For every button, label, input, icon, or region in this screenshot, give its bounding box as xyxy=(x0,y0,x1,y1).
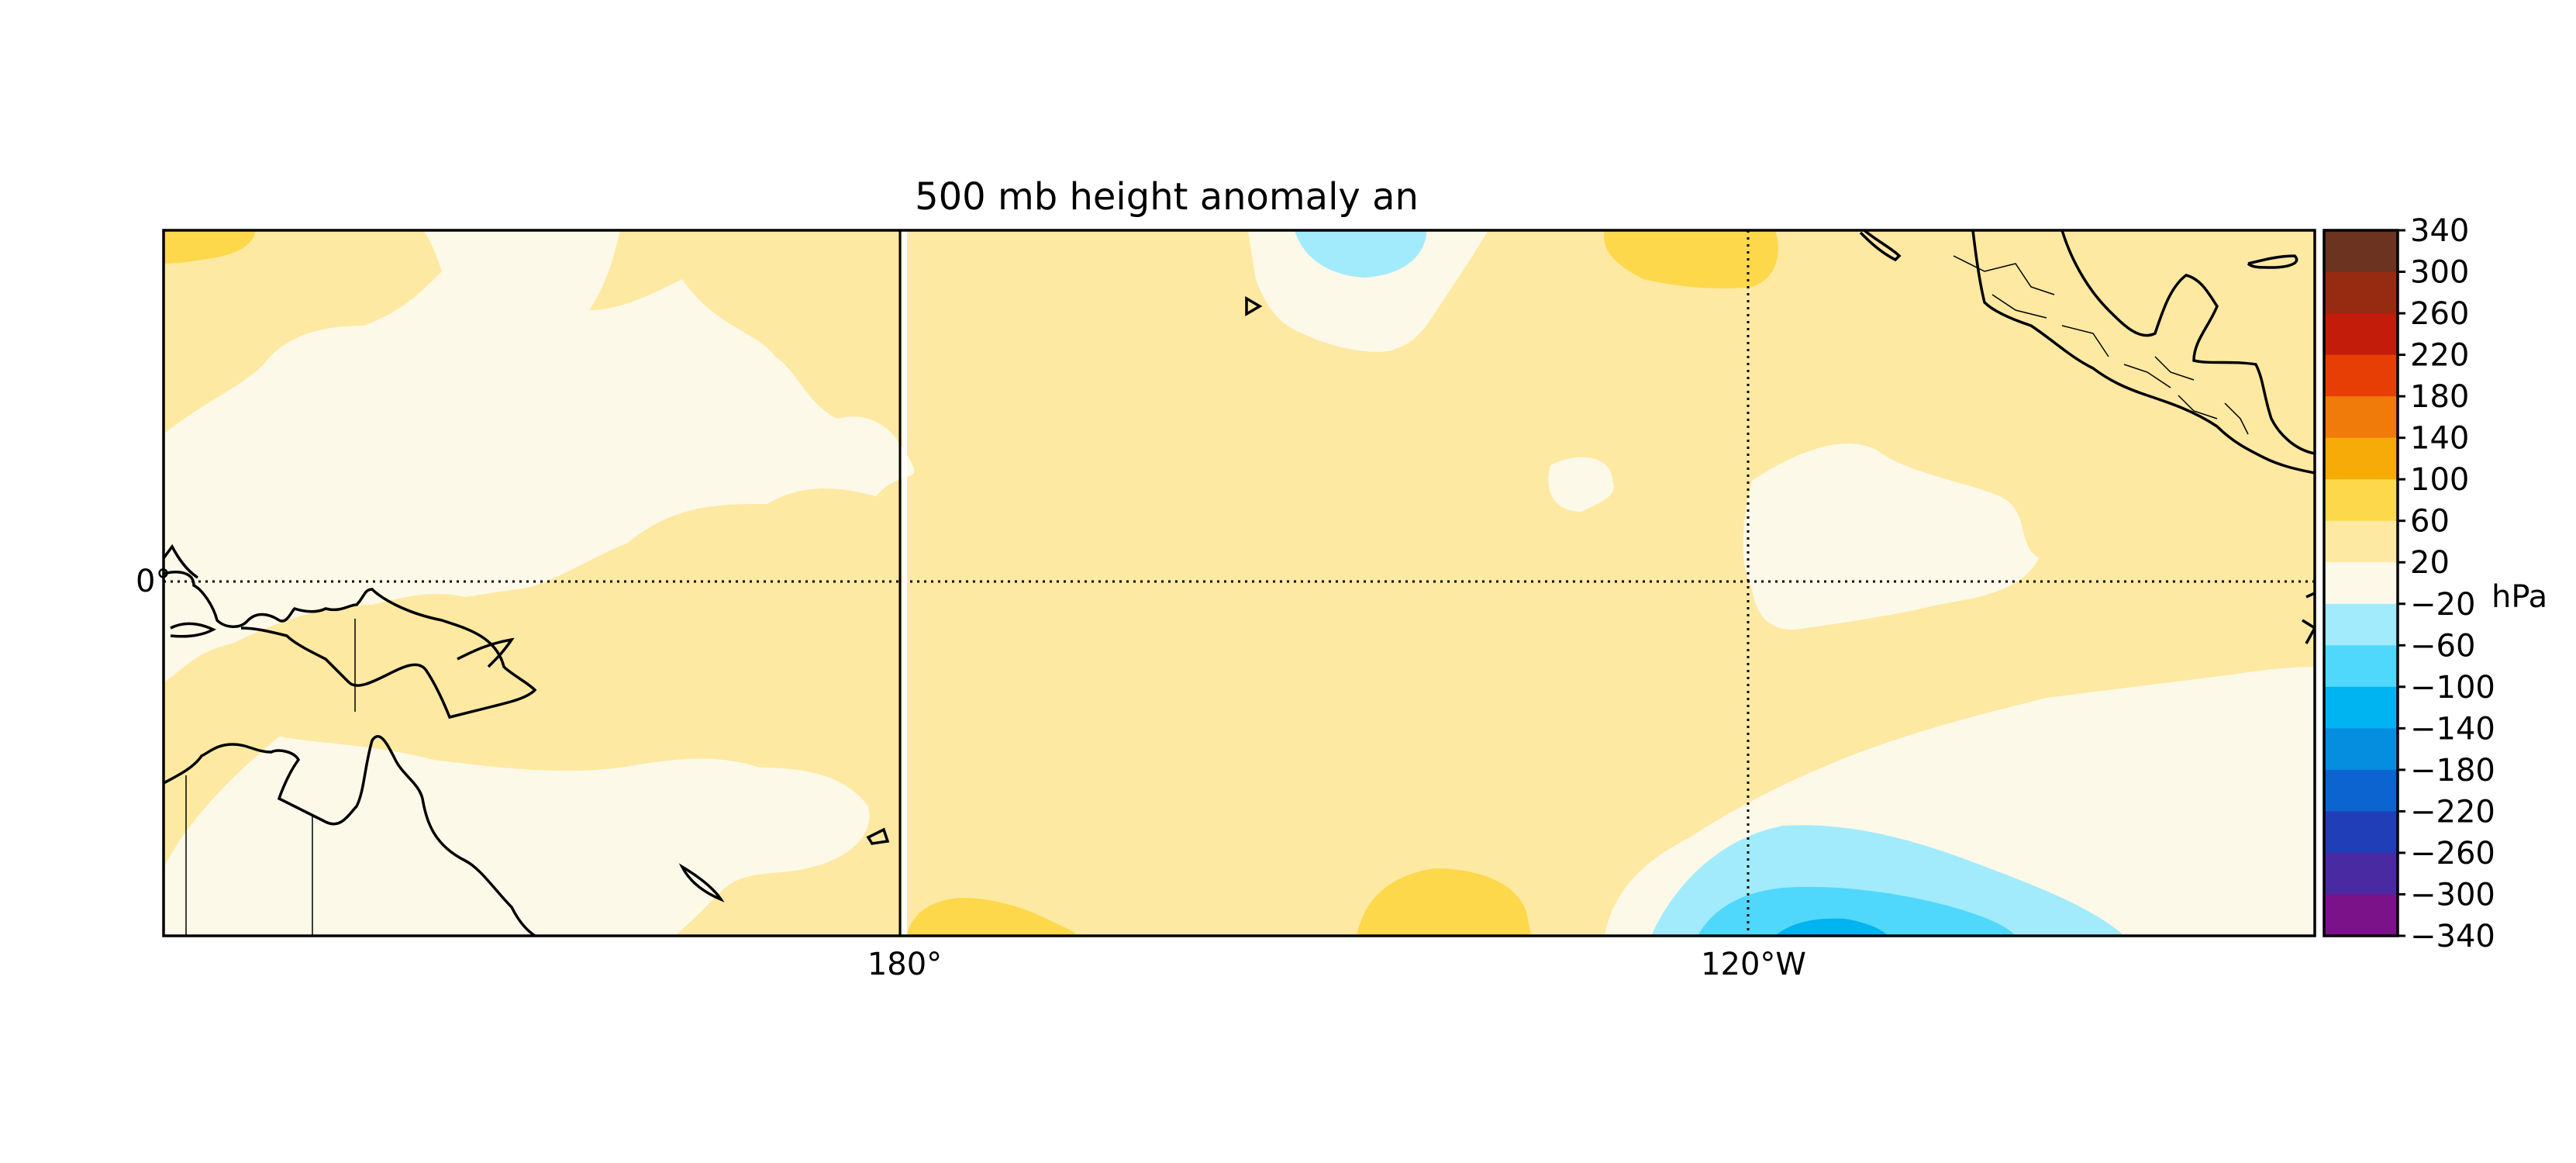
anomaly-region-neutral-west-pacific xyxy=(164,230,915,682)
coastline-gulf-mexico xyxy=(2060,230,2315,455)
colorbar-tick-label: 180 xyxy=(2410,379,2469,415)
anomaly-region-positive-south-central xyxy=(1357,868,1531,936)
coastline-northern-australia xyxy=(164,735,536,936)
colorbar-block xyxy=(2324,769,2398,813)
colorbar-tick-label: 260 xyxy=(2410,296,2469,332)
colorbar-tick-label: −180 xyxy=(2410,753,2495,789)
colorbar-unit-label: hPa xyxy=(2492,579,2547,615)
lon-tick-180: 180° xyxy=(867,947,942,982)
colorbar: 340 300 260 220 180 140 100 60 20 −20 −60 −100 −140 −… xyxy=(2323,213,2547,954)
coastline-borneo xyxy=(170,622,216,638)
colorbar-tick-label: −140 xyxy=(2410,711,2495,747)
colorbar-block xyxy=(2324,354,2398,397)
coastline-western-island xyxy=(164,544,198,579)
political-borders xyxy=(185,255,2249,936)
coastline-hawaii-marker xyxy=(1245,295,1263,317)
colorbar-ticks: 340 300 260 220 180 140 100 60 20 −20 −60 −100 −140 −… xyxy=(2398,213,2495,954)
colorbar-tick-label: 60 xyxy=(2410,504,2450,540)
lon-tick-120w: 120°W xyxy=(1701,947,1806,982)
anomaly-region-positive-north-central xyxy=(1604,230,1778,288)
colorbar-tick-label: 20 xyxy=(2410,545,2450,581)
colorbar-block xyxy=(2324,230,2398,273)
colorbar-block xyxy=(2324,894,2398,937)
colorbar-block xyxy=(2324,811,2398,854)
colorbar-block xyxy=(2324,603,2398,646)
colorbar-tick-label: −220 xyxy=(2410,794,2495,830)
colorbar-tick-label: 100 xyxy=(2410,462,2469,498)
colorbar-tick-label: 140 xyxy=(2410,421,2469,457)
colorbar-frame xyxy=(2323,229,2399,937)
coastline-sulawesi xyxy=(457,637,515,668)
coastline-island-east xyxy=(866,827,890,845)
colorbar-block xyxy=(2324,437,2398,480)
anomaly-region-negative-southeast-middle xyxy=(1698,886,2016,936)
graticule xyxy=(164,230,2315,936)
anomaly-region-neutral-dateline-north xyxy=(1248,230,1488,352)
colorbar-block xyxy=(2324,728,2398,771)
colorbar-tick-label: 220 xyxy=(2410,338,2469,374)
border-mexico-states xyxy=(1953,255,2249,435)
lat-tick-equator: 0° xyxy=(136,564,171,599)
colorbar-tick-label: −340 xyxy=(2410,919,2495,954)
colorbar-tick-label: 300 xyxy=(2410,255,2469,291)
colorbar-block xyxy=(2324,645,2398,688)
coastline-caribbean xyxy=(2247,254,2298,269)
colorbar-tick-label: −300 xyxy=(2410,877,2495,913)
colorbar-block xyxy=(2324,520,2398,563)
anomaly-region-negative-north xyxy=(1295,230,1426,278)
colorbar-block xyxy=(2324,313,2398,356)
colorbar-tick-label: 340 xyxy=(2410,213,2469,249)
colorbar-block xyxy=(2324,479,2398,522)
plot-title: 500 mb height anomaly an xyxy=(915,175,1419,219)
colorbar-block xyxy=(2324,686,2398,729)
anomaly-region-negative-southeast-core xyxy=(1775,918,1888,936)
coastlines xyxy=(164,230,2315,936)
anomaly-region-positive-south-west xyxy=(907,898,1078,936)
colorbar-tick-label: −60 xyxy=(2410,628,2475,664)
map-panel xyxy=(164,230,2315,936)
colorbar-tick-label: −20 xyxy=(2410,587,2475,623)
axis-ticks: 180° 120°W 0° xyxy=(136,564,1806,982)
anomaly-region-neutral-east-pacific-small xyxy=(1548,457,1614,512)
anomaly-region-neutral-east-pacific-equator xyxy=(1743,443,2039,630)
anomaly-region-neutral-south-pacific xyxy=(164,737,870,936)
coastline-mexico-central-america xyxy=(1859,230,2315,475)
colorbar-block xyxy=(2324,396,2398,439)
colorbar-block xyxy=(2324,562,2398,605)
coastline-galapagos xyxy=(2302,592,2315,644)
map-frame xyxy=(162,229,2316,937)
anomaly-region-positive-nw xyxy=(164,230,256,264)
colorbar-block xyxy=(2324,271,2398,314)
colorbar-tick-label: −260 xyxy=(2410,836,2495,871)
coastline-solomons xyxy=(678,863,725,902)
colorbar-blocks xyxy=(2324,230,2398,937)
colorbar-tick-label: −100 xyxy=(2410,670,2495,706)
colorbar-block xyxy=(2324,852,2398,896)
